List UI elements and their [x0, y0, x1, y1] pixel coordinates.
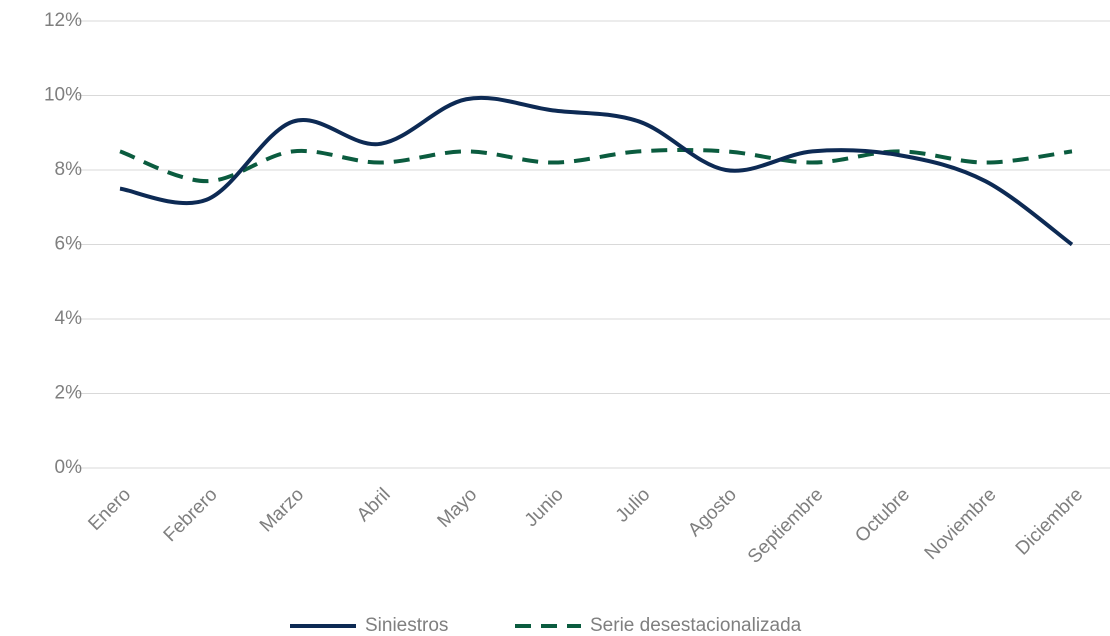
- y-tick-label: 6%: [55, 234, 83, 255]
- x-tick-label: Julio: [612, 484, 654, 526]
- line-series: [119, 147, 1073, 184]
- legend-label: Serie desestacionalizada: [590, 615, 802, 636]
- y-tick-label: 4%: [55, 308, 83, 329]
- x-tick-label: Agosto: [684, 484, 741, 541]
- line-series: [119, 95, 1074, 247]
- legend-label: Siniestros: [365, 615, 448, 636]
- legend-item: Siniestros: [290, 615, 448, 636]
- y-tick-label: 0%: [55, 457, 83, 478]
- x-tick-label: Mayo: [434, 484, 482, 532]
- x-tick-label: Diciembre: [1012, 484, 1087, 559]
- x-tick-label: Octubre: [851, 484, 914, 547]
- x-tick-label: Febrero: [160, 484, 222, 546]
- x-tick-label: Septiembre: [744, 484, 828, 568]
- y-tick-label: 10%: [44, 85, 82, 106]
- y-tick-label: 12%: [44, 10, 82, 31]
- x-tick-label: Marzo: [256, 484, 308, 536]
- x-tick-label: Noviembre: [921, 484, 1001, 564]
- legend-item: Serie desestacionalizada: [515, 615, 802, 636]
- x-tick-label: Abril: [353, 484, 395, 526]
- x-tick-label: Junio: [521, 484, 568, 531]
- x-tick-label: Enero: [84, 484, 135, 535]
- y-tick-label: 8%: [55, 159, 83, 180]
- y-tick-label: 2%: [55, 383, 83, 404]
